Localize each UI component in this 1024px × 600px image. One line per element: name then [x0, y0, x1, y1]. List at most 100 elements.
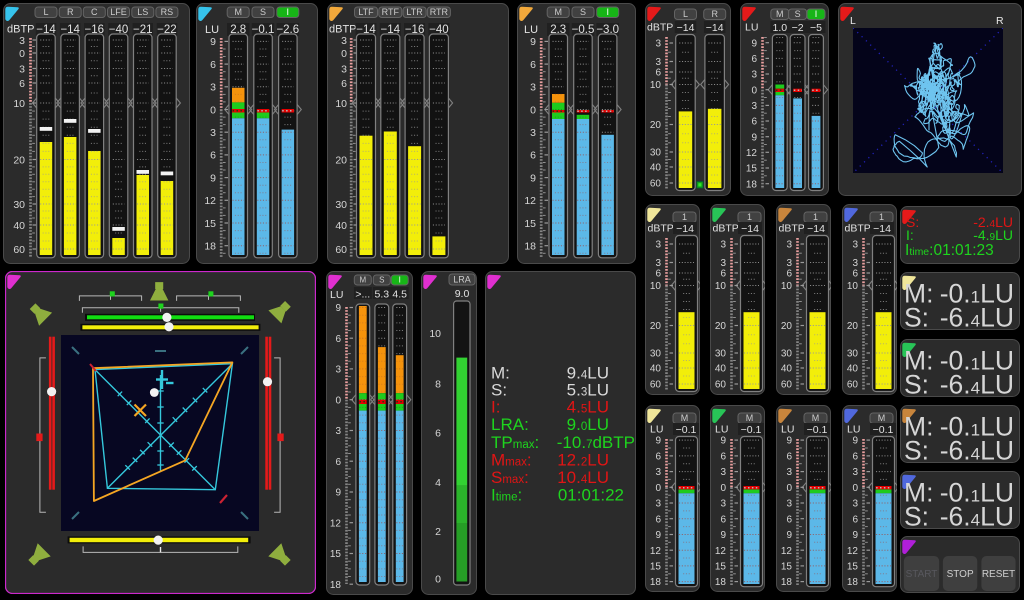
svg-text:TPmax:: TPmax:	[491, 433, 539, 452]
svg-text:3: 3	[720, 258, 726, 269]
svg-text:1: 1	[879, 212, 884, 222]
svg-text:9: 9	[720, 436, 726, 447]
svg-text:I: I	[287, 7, 290, 17]
svg-text:−14: −14	[36, 24, 56, 36]
svg-text:40: 40	[847, 364, 859, 375]
svg-text:40: 40	[335, 220, 347, 232]
svg-text:S: S	[379, 276, 384, 285]
svg-text:9: 9	[786, 436, 792, 447]
svg-text:3: 3	[852, 240, 858, 251]
svg-text:20: 20	[650, 321, 662, 332]
svg-text:2.8: 2.8	[230, 24, 246, 36]
svg-text:20: 20	[847, 321, 859, 332]
svg-text:M:: M:	[904, 279, 933, 309]
svg-text:3: 3	[655, 57, 661, 68]
svg-text:60: 60	[335, 244, 347, 256]
svg-text:I: I	[399, 276, 401, 285]
svg-text:40: 40	[650, 364, 662, 375]
svg-text:18: 18	[715, 577, 727, 588]
svg-text:3: 3	[655, 39, 661, 50]
svg-text:−3.0: −3.0	[596, 24, 619, 36]
svg-text:dBTP: dBTP	[845, 223, 871, 235]
svg-text:60: 60	[650, 179, 662, 190]
svg-text:60: 60	[715, 380, 727, 391]
svg-text:S: S	[580, 7, 586, 17]
svg-text:9: 9	[852, 436, 858, 447]
svg-text:15: 15	[204, 218, 216, 230]
svg-text:3: 3	[530, 127, 536, 139]
svg-text:−22: −22	[157, 24, 177, 36]
svg-text:RTF: RTF	[382, 7, 400, 17]
svg-text:9: 9	[210, 172, 216, 184]
svg-text:-2.4LU: -2.4LU	[973, 214, 1013, 230]
svg-text:Itime:: Itime:	[491, 486, 522, 505]
svg-text:6: 6	[335, 334, 341, 345]
svg-text:3: 3	[852, 258, 858, 269]
svg-text:18: 18	[524, 241, 536, 253]
svg-text:dBTP: dBTP	[647, 22, 673, 34]
svg-text:−14: −14	[741, 223, 759, 235]
svg-text:6: 6	[655, 514, 661, 525]
svg-text:3: 3	[786, 499, 792, 510]
svg-text:0: 0	[655, 483, 661, 494]
svg-text:3: 3	[335, 365, 341, 376]
svg-text:−14: −14	[873, 223, 891, 235]
svg-text:−0.1: −0.1	[807, 424, 828, 436]
svg-text:LU: LU	[524, 24, 538, 36]
svg-text:1: 1	[682, 212, 687, 222]
svg-text:0: 0	[786, 483, 792, 494]
svg-text:6: 6	[19, 78, 25, 90]
svg-text:dBTP: dBTP	[779, 223, 805, 235]
svg-text:3: 3	[852, 499, 858, 510]
svg-text:−21: −21	[133, 24, 153, 36]
svg-text:12: 12	[524, 195, 536, 207]
svg-text:LFE: LFE	[110, 7, 127, 17]
svg-text:−5: −5	[810, 22, 822, 34]
svg-text:M: M	[746, 413, 754, 423]
svg-text:30: 30	[715, 349, 727, 360]
svg-text:3: 3	[530, 82, 536, 94]
svg-text:15: 15	[715, 562, 727, 573]
svg-text:30: 30	[847, 349, 859, 360]
svg-text:0: 0	[335, 395, 341, 406]
svg-text:12: 12	[781, 546, 793, 557]
svg-text:RTR: RTR	[430, 7, 449, 17]
svg-text:9: 9	[720, 530, 726, 541]
svg-text:S:: S:	[491, 381, 507, 400]
svg-text:I: I	[815, 9, 818, 19]
svg-text:12.2LU: 12.2LU	[557, 451, 609, 470]
svg-text:30: 30	[13, 199, 25, 211]
svg-text:10: 10	[13, 98, 25, 110]
svg-text:20: 20	[650, 120, 662, 131]
svg-text:60: 60	[13, 244, 25, 256]
svg-text:3: 3	[852, 467, 858, 478]
svg-text:9: 9	[786, 530, 792, 541]
svg-text:0: 0	[530, 104, 536, 116]
svg-text:10: 10	[781, 281, 793, 292]
svg-text:40: 40	[13, 220, 25, 232]
svg-text:−0.1: −0.1	[676, 424, 697, 436]
svg-text:-4.9LU: -4.9LU	[973, 227, 1013, 243]
svg-text:15: 15	[847, 562, 859, 573]
svg-text:9: 9	[655, 530, 661, 541]
svg-text:1: 1	[747, 212, 752, 222]
svg-text:8: 8	[435, 379, 441, 391]
svg-text:−14: −14	[60, 24, 80, 36]
svg-text:60: 60	[650, 380, 662, 391]
svg-text:Itime:01:01:23: Itime:01:01:23	[905, 242, 994, 259]
svg-text:S:: S:	[904, 370, 929, 398]
svg-text:3: 3	[655, 240, 661, 251]
svg-text:9: 9	[335, 303, 341, 314]
svg-text:40: 40	[781, 364, 793, 375]
svg-text:LU: LU	[715, 424, 728, 436]
svg-text:9: 9	[751, 132, 757, 143]
svg-text:4: 4	[435, 477, 441, 489]
svg-text:18: 18	[781, 577, 793, 588]
svg-text:5.3: 5.3	[374, 289, 389, 301]
svg-text:LTR: LTR	[406, 7, 423, 17]
svg-text:10: 10	[429, 328, 441, 340]
svg-text:18: 18	[330, 580, 342, 591]
svg-text:2.3: 2.3	[550, 24, 566, 36]
svg-text:3: 3	[19, 63, 25, 75]
svg-text:2: 2	[435, 526, 441, 538]
